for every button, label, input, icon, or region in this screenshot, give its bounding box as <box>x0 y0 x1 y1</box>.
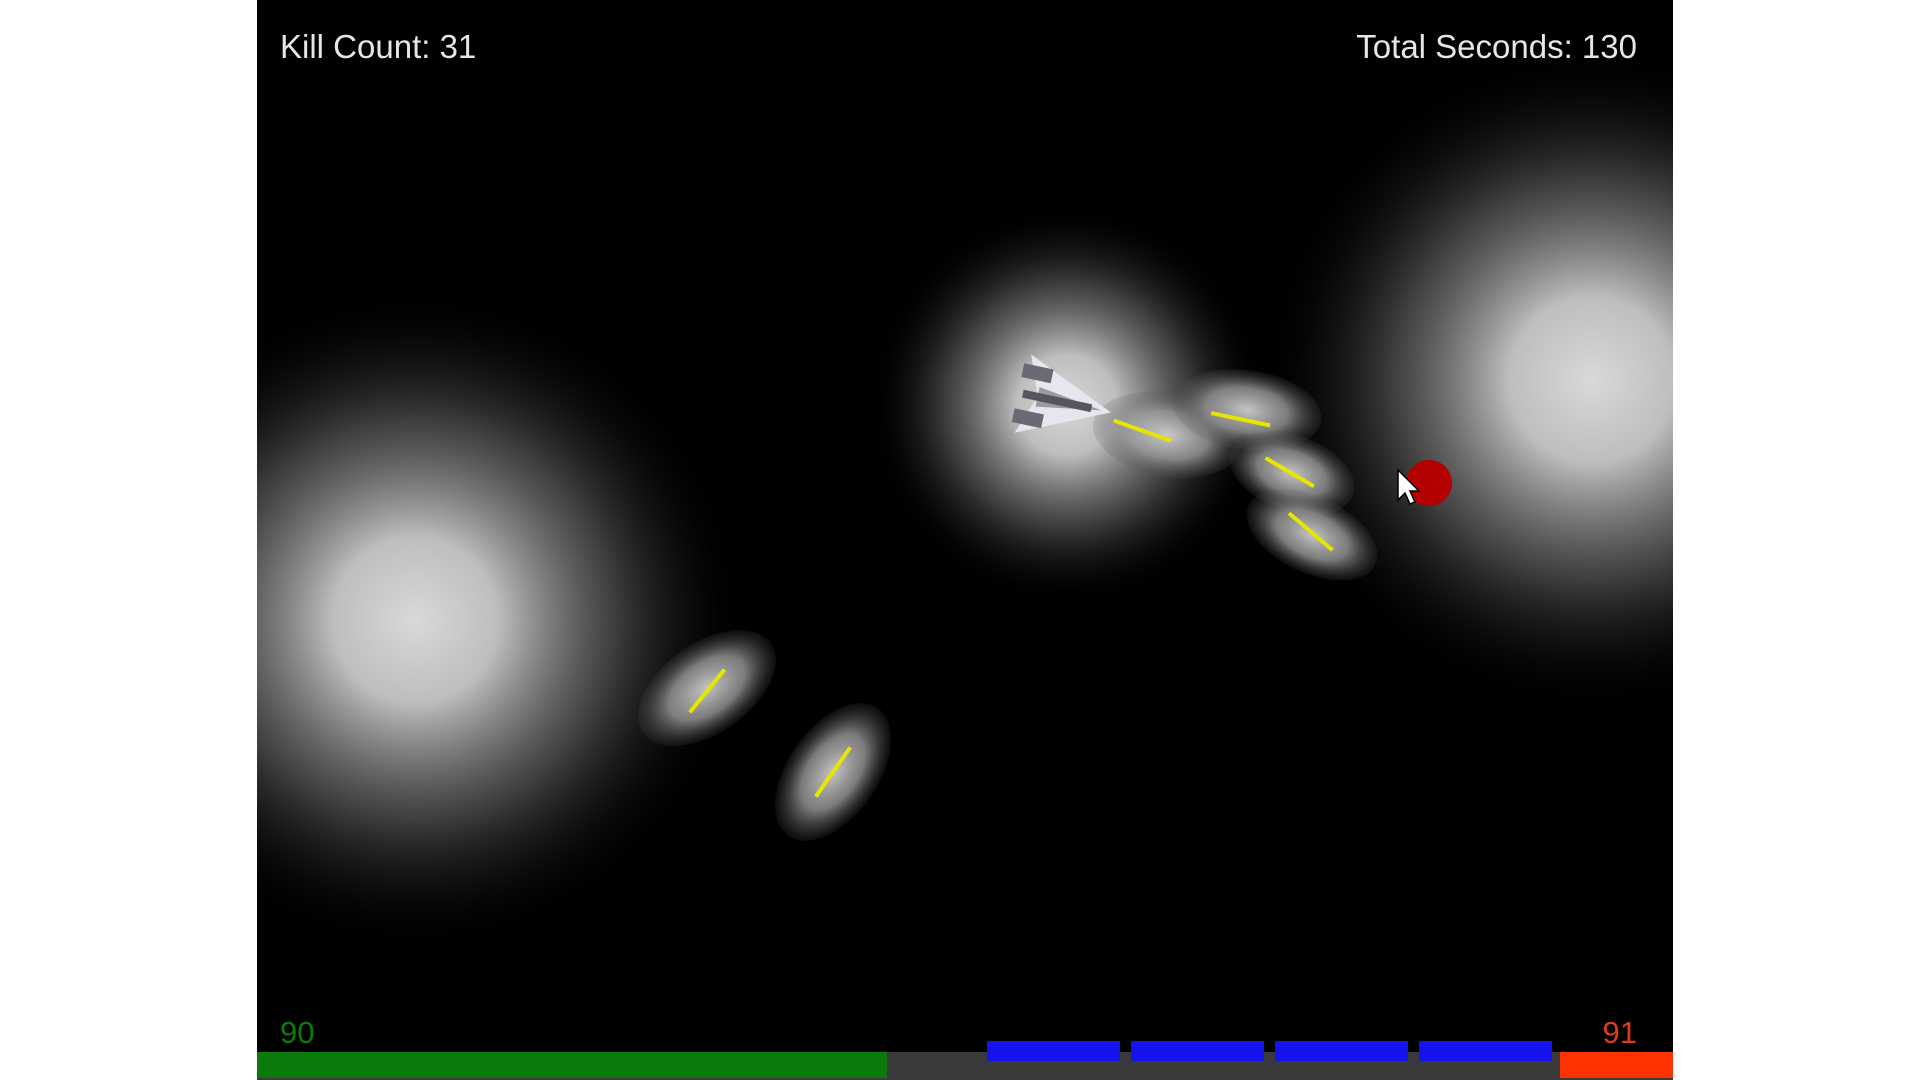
game-scene <box>257 50 1673 950</box>
projectile <box>638 630 776 746</box>
mouse-cursor-icon <box>1397 468 1421 505</box>
enemy-health-bar <box>1560 1052 1673 1078</box>
ammo-block <box>987 1041 1120 1061</box>
enemy-target-icon <box>1406 460 1452 506</box>
health-bar <box>257 1052 887 1078</box>
kill-count-label: Kill Count: 31 <box>280 28 477 65</box>
projectile <box>1172 369 1322 451</box>
total-seconds-label: Total Seconds: 130 <box>1356 28 1637 65</box>
light-glow-left <box>257 290 745 950</box>
projectile <box>1246 489 1378 581</box>
enemy-health-value: 91 <box>1602 1015 1637 1050</box>
health-value: 90 <box>280 1015 315 1050</box>
light-glow-right <box>1262 50 1673 710</box>
ammo-block <box>1419 1041 1552 1061</box>
ammo-block <box>1131 1041 1264 1061</box>
game-canvas[interactable]: Kill Count: 31 Total Seconds: 130 90 91 <box>257 0 1673 1080</box>
projectile <box>775 703 891 841</box>
spaceship-icon <box>1011 354 1111 433</box>
ammo-block <box>1275 1041 1408 1061</box>
